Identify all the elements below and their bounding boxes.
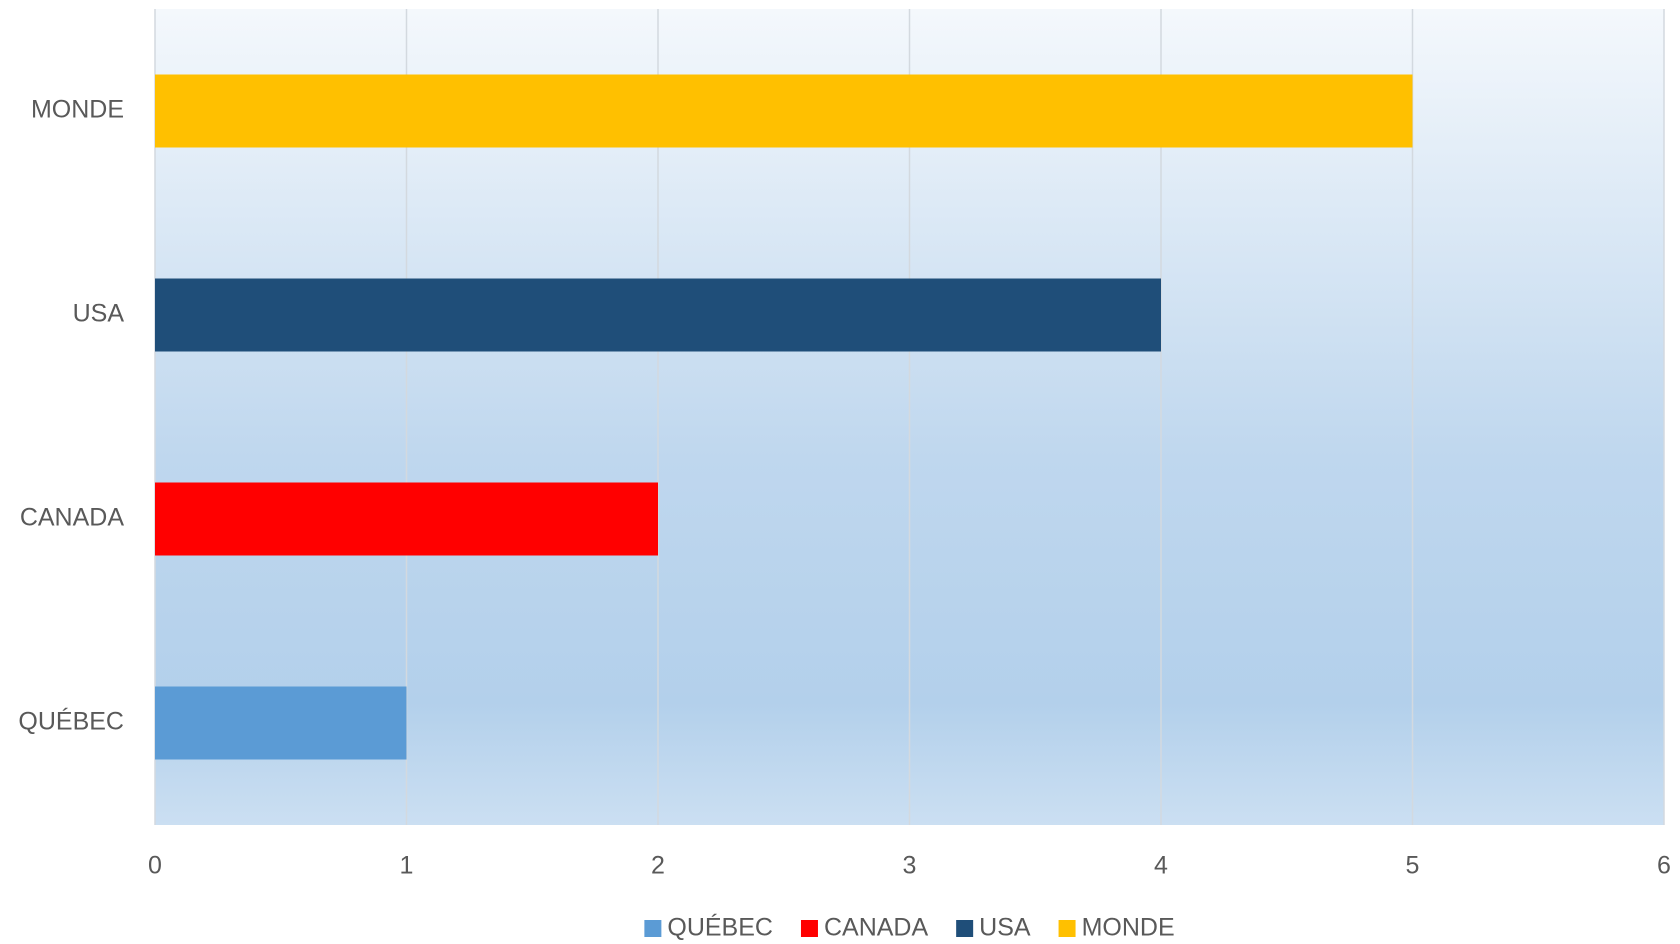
bar: [155, 482, 658, 556]
legend-swatch: [1058, 920, 1076, 937]
x-tick-label: 5: [1406, 852, 1420, 880]
y-tick-label: MONDE: [31, 96, 124, 124]
y-tick-label: QUÉBEC: [18, 707, 124, 736]
x-tick-label: 3: [903, 852, 917, 880]
legend-label: MONDE: [1082, 914, 1175, 942]
bar: [155, 74, 1413, 148]
legend-label: USA: [979, 914, 1031, 942]
y-tick-label: CANADA: [20, 504, 125, 532]
x-tick-label: 4: [1154, 852, 1168, 880]
legend-swatch: [644, 920, 662, 937]
x-tick-label: 1: [400, 852, 414, 880]
x-tick-label: 0: [148, 852, 162, 880]
legend-label: QUÉBEC: [667, 913, 773, 942]
x-tick-label: 6: [1657, 852, 1671, 880]
legend-swatch: [800, 920, 818, 937]
bar: [155, 686, 407, 760]
y-tick-label: USA: [73, 300, 125, 328]
bar: [155, 278, 1161, 352]
legend-label: CANADA: [824, 914, 929, 942]
x-tick-label: 2: [651, 852, 665, 880]
legend-swatch: [956, 920, 974, 937]
